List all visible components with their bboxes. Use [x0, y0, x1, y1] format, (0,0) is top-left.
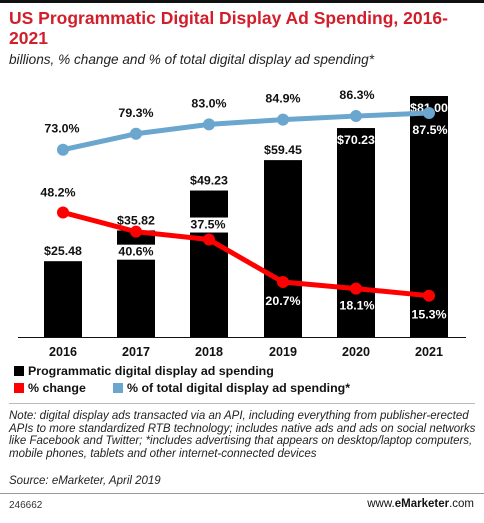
bar-label-2018: $49.23	[190, 174, 228, 188]
share-line	[60, 110, 432, 153]
legend-item-change: % change	[14, 381, 86, 395]
share-point-2018	[203, 118, 215, 131]
brand-suffix: .com	[449, 498, 474, 510]
footnote: Note: digital display ads transacted via…	[9, 410, 476, 460]
share-point-2016	[57, 143, 69, 156]
share-label-2017: 79.3%	[118, 106, 153, 120]
legend-swatch-bars	[14, 366, 24, 376]
brand-prefix: www.	[367, 498, 395, 510]
legend-swatch-change	[14, 383, 24, 393]
source-line: Source: eMarketer, April 2019	[9, 475, 161, 487]
x-tick-2018: 2018	[195, 345, 223, 359]
x-tick-2016: 2016	[49, 345, 77, 359]
change-label-bg-2018	[187, 217, 229, 233]
legend-label-share: % of total digital display ad spending*	[127, 381, 351, 395]
legend-item-bars: Programmatic digital display ad spending	[14, 364, 274, 378]
change-label-2021: 15.3%	[411, 308, 446, 322]
change-label-2018: 37.5%	[190, 218, 225, 232]
brand-link[interactable]: www.eMarketer.com	[367, 498, 474, 510]
change-label-2020: 18.1%	[339, 299, 374, 313]
legend-label-change: % change	[28, 381, 86, 395]
top-rule	[0, 0, 484, 3]
change-point-2020	[350, 282, 362, 295]
brand-name: eMarketer	[394, 498, 450, 510]
legend-swatch-share	[113, 383, 123, 393]
share-point-2019	[277, 113, 289, 126]
change-point-2016	[57, 206, 69, 219]
x-tick-2020: 2020	[342, 345, 370, 359]
share-label-2018: 83.0%	[191, 96, 226, 110]
change-point-2018	[203, 233, 215, 246]
bar-2016	[44, 261, 82, 337]
bar-label-2020: $70.23	[337, 133, 375, 147]
bar-label-2016: $25.48	[44, 244, 82, 258]
change-point-2017	[130, 225, 142, 238]
chart-subtitle: billions, % change and % of total digita…	[9, 52, 375, 67]
bar-label-2019: $59.45	[264, 143, 302, 157]
share-point-2021	[423, 107, 435, 120]
share-label-2019: 84.9%	[265, 92, 300, 106]
bar-label-2017: $35.82	[117, 213, 155, 227]
legend-label-bars: Programmatic digital display ad spending	[28, 364, 274, 378]
chart-plot: $25.48$35.82$49.23$59.45$70.23$81.00 73.…	[18, 88, 466, 359]
x-tick-2019: 2019	[269, 345, 297, 359]
bar-2020	[337, 128, 375, 337]
x-tick-2017: 2017	[122, 345, 150, 359]
bar-2018	[190, 190, 228, 337]
chart-id: 246662	[9, 500, 43, 511]
chart-title: US Programmatic Digital Display Ad Spend…	[9, 8, 448, 48]
change-label-2016: 48.2%	[40, 185, 75, 199]
share-point-2020	[350, 110, 362, 123]
change-point-2019	[277, 276, 289, 289]
share-point-2017	[130, 127, 142, 140]
change-label-2017: 40.6%	[118, 245, 153, 259]
share-label-2021: 87.5%	[412, 123, 447, 137]
share-label-2016: 73.0%	[44, 122, 79, 136]
bar-2019	[264, 160, 302, 337]
change-label-bg-2017	[115, 244, 157, 260]
footer-rule	[0, 493, 484, 494]
change-label-2019: 20.7%	[265, 294, 300, 308]
change-point-2021	[423, 289, 435, 302]
share-label-2020: 86.3%	[339, 88, 374, 102]
legend-item-share: % of total digital display ad spending*	[113, 381, 350, 395]
note-separator	[9, 403, 475, 404]
change-line	[60, 209, 432, 299]
x-tick-2021: 2021	[415, 345, 443, 359]
